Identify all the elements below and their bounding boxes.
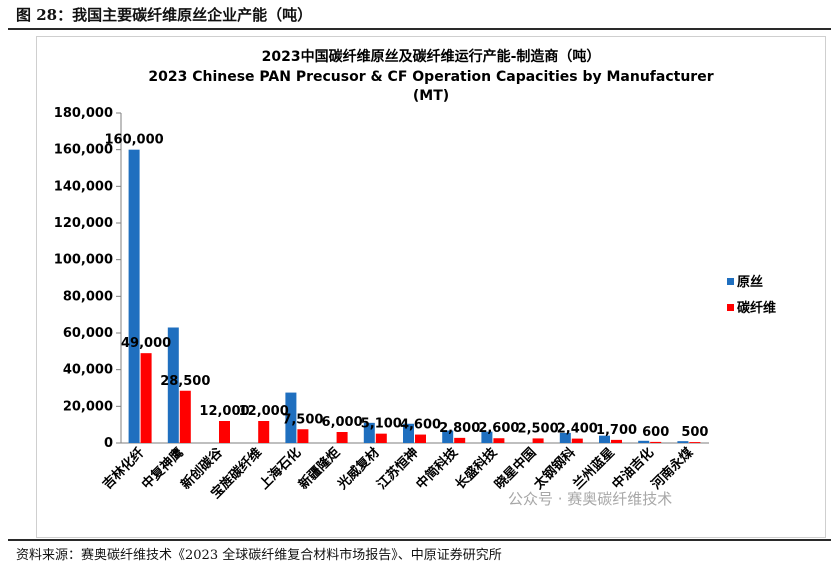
bar-tanxianwei [454, 437, 466, 443]
bar-yuansi [363, 422, 375, 443]
data-label: 7,500 [282, 412, 323, 427]
legend-swatch [727, 278, 734, 285]
data-label: 1,700 [596, 423, 637, 438]
x-tick-label: 中油吉化 [609, 445, 657, 493]
data-labels: 160,00049,00028,50012,00012,0007,5006,00… [104, 133, 708, 440]
y-tick-label: 80,000 [63, 289, 113, 304]
bar-tanxianwei [493, 438, 505, 443]
bar-yuansi [559, 432, 571, 443]
y-tick-label: 140,000 [54, 179, 113, 194]
bar-yuansi [638, 440, 650, 443]
chart-title-en-line1: 2023 Chinese PAN Precusor & CF Operation… [148, 69, 713, 85]
bar-yuansi [403, 423, 414, 443]
bars [128, 149, 701, 443]
bar-tanxianwei [258, 421, 270, 443]
bar-tanxianwei [219, 421, 230, 443]
y-tick-label: 60,000 [63, 326, 113, 341]
bar-tanxianwei [415, 434, 426, 443]
data-label: 500 [681, 425, 708, 440]
data-label: 6,000 [322, 415, 363, 430]
y-tick-label: 180,000 [54, 106, 113, 121]
data-label: 2,600 [478, 421, 519, 436]
y-tick-label: 120,000 [54, 216, 113, 231]
bar-tanxianwei [140, 353, 152, 443]
footer-divider [8, 539, 831, 541]
y-tick-label: 100,000 [54, 253, 113, 268]
data-label: 28,500 [160, 374, 210, 389]
y-axis: 0 20,000 40,000 60,000 80,000 100,000 120,000 1… [54, 106, 122, 451]
x-tick-label: 兰州蓝星 [570, 445, 618, 493]
data-label: 600 [642, 425, 669, 440]
chart-title-en-line2: (MT) [413, 88, 449, 104]
x-tick-label: 中复神鹰 [139, 445, 187, 493]
x-tick-label: 江苏恒神 [374, 445, 422, 493]
bar-yuansi [599, 435, 610, 443]
y-tick-label: 40,000 [63, 363, 113, 378]
bar-yuansi [285, 392, 297, 443]
y-tick-label: 20,000 [63, 399, 113, 414]
bar-tanxianwei [650, 441, 662, 443]
watermark: 公众号 · 赛奥碳纤维技术 [508, 490, 673, 508]
x-tick-label: 光威复材 [334, 445, 383, 494]
y-tick-label: 160,000 [54, 143, 113, 158]
legend-swatch [727, 304, 734, 311]
x-tick-label: 晓星中国 [491, 445, 539, 493]
bar-tanxianwei [375, 433, 387, 443]
data-label: 2,800 [439, 421, 480, 436]
chart-title-cn: 2023中国碳纤维原丝及碳纤维运行产能-制造商（吨） [262, 48, 601, 65]
bar-yuansi [481, 431, 493, 443]
data-label: 49,000 [121, 336, 171, 351]
x-tick-label: 中简科技 [413, 444, 462, 493]
x-tick-label: 新疆隆炬 [295, 445, 343, 493]
data-label: 4,600 [400, 418, 441, 433]
data-label: 12,000 [199, 404, 249, 419]
bar-yuansi [677, 441, 689, 443]
chart-panel: 2023中国碳纤维原丝及碳纤维运行产能-制造商（吨） 2023 Chinese … [36, 36, 826, 538]
source-note: 资料来源：赛奥碳纤维技术《2023 全球碳纤维复合材料市场报告》、中原证券研究所 [16, 548, 502, 563]
bar-tanxianwei [297, 429, 309, 443]
bar-tanxianwei [571, 438, 583, 443]
bar-yuansi [442, 430, 454, 443]
data-label: 2,500 [518, 421, 559, 436]
title-divider [8, 28, 831, 30]
data-label: 12,000 [239, 404, 289, 419]
bar-tanxianwei [611, 439, 622, 443]
bar-tanxianwei [336, 432, 348, 443]
bar-tanxianwei [532, 438, 544, 443]
bar-tanxianwei [179, 390, 191, 443]
figure-title: 图 28：我国主要碳纤维原丝企业产能（吨） [16, 6, 313, 24]
x-tick-label: 河南永煤 [648, 445, 696, 493]
data-label: 2,400 [557, 422, 598, 437]
legend-label: 原丝 [737, 274, 763, 290]
y-tick-label: 0 [104, 436, 113, 451]
x-tick-label: 上海石化 [256, 445, 304, 493]
data-label: 160,000 [104, 133, 163, 148]
x-tick-label: 长盛科技 [452, 444, 501, 493]
x-tick-label: 吉林化纤 [99, 445, 147, 493]
bar-yuansi [167, 327, 179, 443]
legend-label: 碳纤维 [737, 300, 776, 316]
x-tick-label: 太钢钢科 [530, 445, 579, 494]
data-label: 5,100 [361, 417, 402, 432]
bar-chart: 2023中国碳纤维原丝及碳纤维运行产能-制造商（吨） 2023 Chinese … [54, 48, 776, 502]
bar-tanxianwei [689, 442, 701, 443]
bar-yuansi [128, 149, 140, 443]
